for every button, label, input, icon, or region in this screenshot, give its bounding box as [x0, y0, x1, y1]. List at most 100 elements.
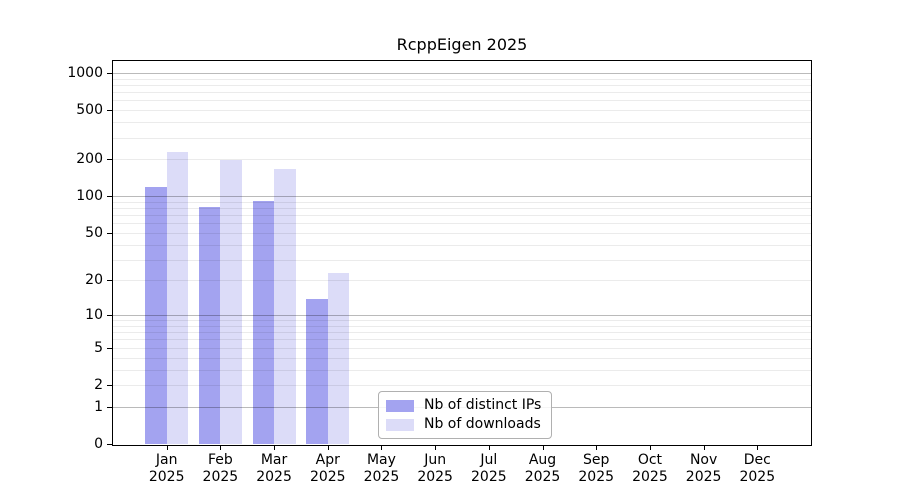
legend-label-downloads: Nb of downloads: [424, 416, 541, 432]
minor-gridline: [113, 110, 811, 112]
x-tick-label: Dec 2025: [727, 452, 787, 486]
bar-downloads: [274, 169, 296, 444]
legend-item-downloads: Nb of downloads: [386, 416, 541, 433]
minor-gridline: [113, 84, 811, 86]
x-tick-label: Jul 2025: [459, 452, 519, 486]
y-axis-tick: [107, 315, 113, 317]
x-tick-month: Sep: [583, 452, 610, 468]
bar-downloads: [327, 273, 350, 444]
x-axis-tick: [220, 445, 222, 450]
x-tick-year: 2025: [471, 469, 507, 485]
y-tick-label: 2: [94, 377, 103, 393]
y-tick-label: 500: [76, 102, 103, 119]
minor-gridline: [113, 385, 811, 386]
minor-gridline: [113, 357, 811, 359]
x-tick-month: Jun: [424, 452, 447, 468]
y-tick-label: 100: [76, 188, 103, 205]
bar-downloads: [166, 152, 189, 444]
y-axis-tick: [107, 385, 113, 386]
minor-gridline: [113, 320, 811, 322]
x-tick-label: Feb 2025: [190, 452, 250, 486]
y-axis-tick: [107, 406, 113, 408]
x-tick-month: Apr: [315, 452, 340, 468]
bar-distinct-ips: [198, 207, 221, 444]
x-tick-label: Oct 2025: [620, 452, 680, 486]
y-axis-tick: [107, 196, 113, 198]
minor-gridline: [113, 122, 811, 124]
x-tick-label: Nov 2025: [674, 452, 734, 486]
bar-distinct-ips: [145, 187, 167, 444]
y-axis-tick: [107, 347, 113, 349]
minor-gridline: [113, 244, 811, 246]
minor-gridline: [113, 280, 811, 282]
legend-swatch-distinct-ips: [386, 399, 414, 412]
x-tick-month: Aug: [528, 452, 557, 468]
x-axis-tick: [757, 445, 759, 450]
y-tick-label: 10: [85, 307, 103, 324]
x-tick-month: Feb: [207, 452, 233, 468]
x-tick-year: 2025: [148, 469, 185, 485]
plot-area: 0 1 2 5 10 20 50 100 200 500 1000 Jan 2025 Feb 2025 Mar…: [67, 60, 812, 485]
bar-downloads: [220, 160, 242, 444]
x-tick-label: Sep 2025: [566, 452, 626, 486]
minor-gridline: [113, 92, 811, 94]
y-axis-tick: [107, 444, 113, 445]
x-axis-tick: [166, 445, 168, 450]
y-axis-tick: [107, 232, 113, 234]
y-tick-label: 200: [76, 151, 103, 168]
x-tick-year: 2025: [309, 469, 346, 485]
minor-gridline: [113, 215, 811, 217]
minor-gridline: [113, 232, 811, 234]
major-gridline: [113, 196, 811, 198]
legend-label-distinct-ips: Nb of distinct IPs: [424, 397, 542, 413]
x-axis-tick: [703, 445, 705, 450]
minor-gridline: [113, 339, 811, 341]
minor-gridline: [113, 326, 811, 327]
x-tick-year: 2025: [578, 469, 615, 485]
minor-gridline: [113, 78, 811, 80]
minor-gridline: [113, 201, 811, 203]
x-tick-label: May 2025: [351, 452, 411, 486]
x-tick-year: 2025: [363, 469, 400, 485]
minor-gridline: [113, 100, 811, 102]
minor-gridline: [113, 208, 811, 209]
x-axis-tick: [488, 445, 490, 450]
minor-gridline: [113, 137, 811, 139]
x-tick-month: Jul: [480, 452, 498, 468]
y-tick-label: 20: [85, 272, 103, 289]
x-axis-tick: [327, 445, 329, 450]
y-tick-label: 5: [94, 339, 103, 356]
x-tick-label: Aug 2025: [513, 452, 573, 486]
x-tick-label: Mar 2025: [244, 452, 304, 486]
bar-distinct-ips: [306, 298, 328, 444]
minor-gridline: [113, 259, 811, 261]
major-gridline: [113, 315, 811, 317]
x-axis-tick: [542, 445, 544, 450]
x-tick-month: Nov: [689, 452, 718, 468]
minor-gridline: [113, 369, 811, 371]
legend-swatch-downloads: [386, 418, 414, 431]
x-tick-year: 2025: [739, 469, 776, 485]
x-tick-year: 2025: [256, 469, 292, 485]
x-axis-tick: [381, 445, 383, 450]
x-tick-month: Oct: [637, 452, 663, 468]
bar-distinct-ips: [252, 200, 275, 444]
x-axis-tick: [274, 445, 276, 450]
x-tick-label: Jun 2025: [405, 452, 465, 486]
x-tick-year: 2025: [685, 469, 722, 485]
y-tick-label: 0: [94, 436, 103, 452]
y-axis-tick: [107, 159, 113, 161]
x-tick-month: Jan: [155, 452, 178, 468]
x-axis-tick: [435, 445, 437, 450]
legend: Nb of distinct IPs Nb of downloads: [378, 391, 553, 439]
minor-gridline: [113, 159, 811, 161]
major-gridline: [113, 72, 811, 74]
x-tick-month: Dec: [743, 452, 771, 468]
y-tick-label: 1: [94, 398, 103, 415]
x-tick-year: 2025: [524, 469, 561, 485]
minor-gridline: [113, 332, 811, 334]
minor-gridline: [113, 347, 811, 349]
x-tick-month: May: [366, 452, 396, 468]
x-tick-label: Jan 2025: [137, 452, 197, 486]
